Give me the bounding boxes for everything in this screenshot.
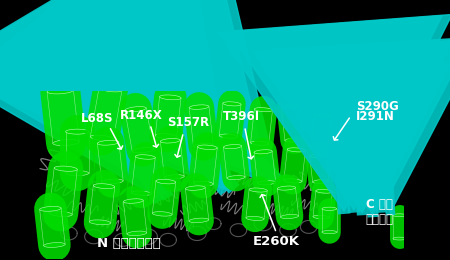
Text: S290G: S290G — [356, 100, 399, 113]
Ellipse shape — [280, 214, 299, 219]
Ellipse shape — [90, 135, 113, 141]
Ellipse shape — [287, 148, 306, 152]
Ellipse shape — [277, 186, 296, 190]
Ellipse shape — [251, 141, 269, 145]
Ellipse shape — [257, 181, 276, 185]
Ellipse shape — [155, 134, 177, 139]
Ellipse shape — [132, 148, 153, 153]
Ellipse shape — [284, 179, 302, 183]
Text: C 末側
ドメイン: C 末側 ドメイン — [365, 198, 394, 226]
Ellipse shape — [53, 140, 79, 146]
Ellipse shape — [194, 181, 213, 186]
Ellipse shape — [285, 138, 303, 142]
Text: T396I: T396I — [223, 110, 261, 124]
Ellipse shape — [153, 212, 172, 216]
Ellipse shape — [224, 145, 242, 149]
Ellipse shape — [313, 180, 329, 183]
Ellipse shape — [135, 155, 155, 159]
Ellipse shape — [127, 231, 147, 236]
Ellipse shape — [66, 129, 89, 134]
Text: R146X: R146X — [120, 109, 163, 122]
Ellipse shape — [254, 108, 273, 112]
Text: L68S: L68S — [81, 112, 113, 125]
Ellipse shape — [194, 144, 213, 148]
Ellipse shape — [246, 216, 264, 220]
Ellipse shape — [254, 150, 272, 154]
Ellipse shape — [315, 114, 331, 117]
Ellipse shape — [54, 166, 77, 171]
Ellipse shape — [93, 184, 115, 188]
Ellipse shape — [311, 142, 328, 146]
Ellipse shape — [89, 220, 111, 225]
Ellipse shape — [281, 105, 299, 108]
Ellipse shape — [223, 102, 241, 106]
Ellipse shape — [322, 207, 337, 210]
Text: I291N: I291N — [356, 110, 395, 124]
Text: S157R: S157R — [167, 116, 209, 129]
Ellipse shape — [185, 186, 205, 190]
Ellipse shape — [156, 179, 176, 184]
Ellipse shape — [164, 175, 184, 179]
Ellipse shape — [44, 243, 65, 248]
Ellipse shape — [322, 230, 337, 234]
Ellipse shape — [198, 145, 217, 150]
Ellipse shape — [125, 107, 146, 112]
Ellipse shape — [189, 218, 209, 223]
Ellipse shape — [393, 237, 406, 240]
Ellipse shape — [160, 95, 181, 100]
Ellipse shape — [316, 190, 333, 193]
Ellipse shape — [249, 188, 267, 192]
Ellipse shape — [131, 191, 151, 195]
Ellipse shape — [123, 199, 143, 203]
Text: E260K: E260K — [253, 235, 300, 248]
Ellipse shape — [40, 206, 61, 211]
Ellipse shape — [102, 179, 123, 184]
Ellipse shape — [310, 154, 326, 158]
Ellipse shape — [47, 88, 73, 94]
Ellipse shape — [49, 211, 72, 217]
Ellipse shape — [99, 86, 122, 92]
Ellipse shape — [313, 215, 329, 219]
Text: N 末側ドメイン: N 末側ドメイン — [97, 237, 160, 250]
Ellipse shape — [66, 171, 89, 176]
Ellipse shape — [219, 134, 238, 138]
Ellipse shape — [160, 139, 180, 143]
Ellipse shape — [393, 214, 406, 217]
Ellipse shape — [97, 140, 119, 145]
Ellipse shape — [189, 105, 209, 109]
Ellipse shape — [227, 176, 245, 180]
